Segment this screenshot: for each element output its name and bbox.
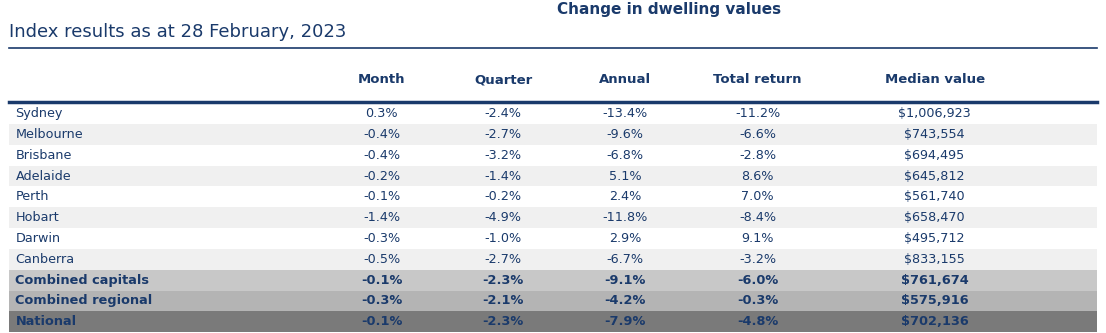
- Text: 8.6%: 8.6%: [741, 169, 774, 182]
- Text: -13.4%: -13.4%: [603, 107, 647, 120]
- Text: -1.0%: -1.0%: [484, 232, 522, 245]
- Text: 5.1%: 5.1%: [608, 169, 641, 182]
- Text: -0.5%: -0.5%: [363, 253, 400, 266]
- Bar: [9, 311, 1097, 332]
- Text: -6.8%: -6.8%: [606, 149, 644, 162]
- Text: -8.4%: -8.4%: [739, 211, 776, 224]
- Text: $743,554: $743,554: [905, 128, 964, 141]
- Text: -0.1%: -0.1%: [363, 190, 400, 203]
- Text: -3.2%: -3.2%: [484, 149, 522, 162]
- Text: -6.6%: -6.6%: [739, 128, 776, 141]
- Text: -4.2%: -4.2%: [604, 294, 646, 307]
- Text: -7.9%: -7.9%: [604, 315, 646, 328]
- Bar: [9, 290, 1097, 311]
- Text: -11.8%: -11.8%: [602, 211, 648, 224]
- Text: -2.7%: -2.7%: [484, 128, 522, 141]
- Text: -3.2%: -3.2%: [739, 253, 776, 266]
- Text: Combined capitals: Combined capitals: [15, 274, 149, 287]
- Text: Darwin: Darwin: [15, 232, 61, 245]
- Bar: [9, 228, 1097, 249]
- Text: -2.8%: -2.8%: [739, 149, 776, 162]
- Text: 9.1%: 9.1%: [741, 232, 774, 245]
- Text: Sydney: Sydney: [15, 107, 63, 120]
- Bar: [9, 249, 1097, 270]
- Text: -2.1%: -2.1%: [482, 294, 524, 307]
- Text: Hobart: Hobart: [15, 211, 60, 224]
- Bar: [9, 270, 1097, 290]
- Text: Perth: Perth: [15, 190, 49, 203]
- Text: $702,136: $702,136: [900, 315, 969, 328]
- Text: 2.4%: 2.4%: [608, 190, 641, 203]
- Text: National: National: [15, 315, 76, 328]
- Bar: [9, 207, 1097, 228]
- Text: $761,674: $761,674: [900, 274, 969, 287]
- Text: -0.2%: -0.2%: [363, 169, 400, 182]
- Text: Brisbane: Brisbane: [15, 149, 72, 162]
- Text: -2.4%: -2.4%: [484, 107, 522, 120]
- Text: Total return: Total return: [713, 73, 802, 86]
- Text: -2.7%: -2.7%: [484, 253, 522, 266]
- Text: Quarter: Quarter: [474, 73, 532, 86]
- Text: Melbourne: Melbourne: [15, 128, 83, 141]
- Text: -0.3%: -0.3%: [361, 294, 403, 307]
- Text: -6.7%: -6.7%: [606, 253, 644, 266]
- Text: -0.3%: -0.3%: [737, 294, 779, 307]
- Text: -0.4%: -0.4%: [363, 128, 400, 141]
- Text: $495,712: $495,712: [905, 232, 964, 245]
- Bar: [9, 166, 1097, 186]
- Text: -9.1%: -9.1%: [604, 274, 646, 287]
- Text: Change in dwelling values: Change in dwelling values: [557, 2, 781, 17]
- Text: Median value: Median value: [885, 73, 984, 86]
- Text: -9.6%: -9.6%: [606, 128, 644, 141]
- Bar: [9, 145, 1097, 166]
- Text: -0.4%: -0.4%: [363, 149, 400, 162]
- Bar: [9, 124, 1097, 145]
- Text: $1,006,923: $1,006,923: [898, 107, 971, 120]
- Text: $645,812: $645,812: [905, 169, 964, 182]
- Text: -0.2%: -0.2%: [484, 190, 522, 203]
- Text: -11.2%: -11.2%: [735, 107, 780, 120]
- Text: Adelaide: Adelaide: [15, 169, 71, 182]
- Text: Index results as at 28 February, 2023: Index results as at 28 February, 2023: [9, 23, 346, 41]
- Text: $658,470: $658,470: [905, 211, 964, 224]
- Bar: [9, 103, 1097, 124]
- Text: 7.0%: 7.0%: [741, 190, 774, 203]
- Text: $694,495: $694,495: [905, 149, 964, 162]
- Text: -4.9%: -4.9%: [484, 211, 522, 224]
- Text: 2.9%: 2.9%: [608, 232, 641, 245]
- Text: Canberra: Canberra: [15, 253, 74, 266]
- Text: $833,155: $833,155: [904, 253, 966, 266]
- Text: Annual: Annual: [598, 73, 651, 86]
- Text: -1.4%: -1.4%: [484, 169, 522, 182]
- Bar: [9, 186, 1097, 207]
- Text: 0.3%: 0.3%: [365, 107, 398, 120]
- Text: -4.8%: -4.8%: [737, 315, 779, 328]
- Text: $561,740: $561,740: [905, 190, 964, 203]
- Text: Combined regional: Combined regional: [15, 294, 153, 307]
- Text: Month: Month: [358, 73, 405, 86]
- Text: -0.3%: -0.3%: [363, 232, 400, 245]
- Text: -0.1%: -0.1%: [361, 315, 403, 328]
- Text: $575,916: $575,916: [900, 294, 969, 307]
- Text: -0.1%: -0.1%: [361, 274, 403, 287]
- Text: -1.4%: -1.4%: [363, 211, 400, 224]
- Text: -2.3%: -2.3%: [482, 315, 524, 328]
- Text: -2.3%: -2.3%: [482, 274, 524, 287]
- Text: -6.0%: -6.0%: [737, 274, 779, 287]
